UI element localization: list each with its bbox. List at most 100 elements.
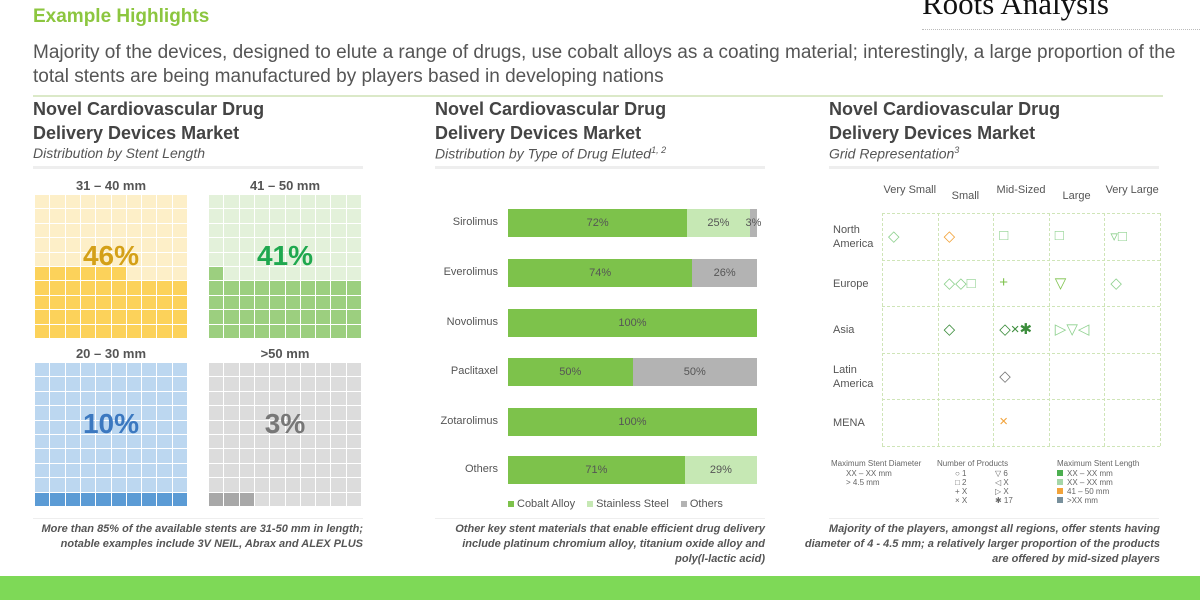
legend-title: Maximum Stent Length — [1057, 459, 1140, 468]
waffle-cell — [50, 295, 65, 310]
waffle-cell — [96, 238, 111, 252]
bar-segment: 3% — [746, 209, 761, 237]
waffle-cell — [111, 420, 126, 434]
waffle-cell — [96, 492, 111, 506]
bar-segment: 74% — [508, 259, 693, 287]
waffle-cell — [209, 420, 224, 434]
waffle-cell — [209, 295, 224, 310]
waffle-cell — [157, 281, 172, 295]
waffle-cell — [142, 295, 157, 310]
waffle-cell — [239, 478, 254, 492]
waffle-cell — [316, 406, 331, 420]
waffle-cell — [157, 252, 172, 266]
waffle-cell — [111, 324, 126, 338]
waffle-cell — [331, 324, 346, 338]
logo: Roots Analysis — [922, 0, 1109, 21]
grid-row-header: Asia — [833, 324, 855, 336]
waffle-cell — [331, 295, 346, 310]
waffle-cell — [111, 195, 126, 209]
waffle-cell — [80, 310, 96, 324]
waffle-cell — [96, 449, 111, 463]
waffle-cell — [270, 478, 285, 492]
waffle-cell — [239, 209, 254, 223]
waffle-cell — [80, 266, 96, 281]
waffle-cell — [331, 195, 346, 209]
waffle-cell — [35, 434, 50, 449]
waffle-cell — [65, 310, 80, 324]
chart-legend: Cobalt Alloy Stainless Steel Others — [508, 498, 735, 510]
waffle-cell — [346, 295, 361, 310]
waffle-cell — [126, 238, 142, 252]
waffle-cell — [300, 209, 316, 223]
waffle-cell — [254, 295, 270, 310]
waffle-cell — [285, 223, 300, 238]
waffle-cell — [142, 209, 157, 223]
waffle-cell — [316, 449, 331, 463]
waffle-cell — [209, 281, 224, 295]
waffle-cell — [80, 391, 96, 406]
waffle-cell — [35, 449, 50, 463]
grid-cell-symbol: ◇ — [888, 228, 900, 245]
waffle-cell — [224, 281, 239, 295]
grid-cell-symbol: ◇◇□ — [943, 274, 976, 292]
waffle-cell — [209, 492, 224, 506]
waffle-cell — [254, 310, 270, 324]
waffle-cell — [254, 449, 270, 463]
waffle-cell — [331, 310, 346, 324]
waffle-cell — [316, 478, 331, 492]
panel-title: Novel Cardiovascular Drug — [33, 99, 265, 119]
waffle-cell — [254, 281, 270, 295]
waffle-cell — [346, 310, 361, 324]
grid-cell-symbol: ▷▽◁ — [1054, 321, 1090, 338]
waffle-cell — [96, 310, 111, 324]
waffle-cell — [331, 463, 346, 478]
waffle-cell — [316, 377, 331, 391]
waffle-cell — [346, 363, 361, 377]
waffle-label: 31 – 40 mm — [75, 178, 147, 193]
waffle-cell — [270, 209, 285, 223]
bar-segment: 71% — [508, 456, 685, 484]
waffle-cell — [285, 434, 300, 449]
waffle-cell — [316, 434, 331, 449]
waffle-cell — [111, 463, 126, 478]
divider — [829, 166, 1159, 169]
waffle-cell — [35, 281, 50, 295]
waffle-cell — [239, 310, 254, 324]
legend-swatch — [1057, 488, 1063, 494]
waffle-cell — [50, 266, 65, 281]
waffle-cell — [111, 363, 126, 377]
waffle-cell — [157, 406, 172, 420]
waffle-cell — [65, 223, 80, 238]
waffle-cell — [65, 266, 80, 281]
panel-header-2: Novel Cardiovascular Drug Delivery Devic… — [435, 97, 666, 162]
waffle-cell — [50, 420, 65, 434]
grid-cell-symbol: □ — [999, 227, 1009, 244]
waffle-cell — [254, 252, 270, 266]
waffle-cell — [35, 238, 50, 252]
waffle-cell — [316, 223, 331, 238]
legend-swatch — [587, 501, 594, 507]
waffle-cell — [111, 377, 126, 391]
waffle-cell — [300, 434, 316, 449]
waffle-cell — [346, 434, 361, 449]
waffle-cell — [96, 195, 111, 209]
waffle-cell — [142, 463, 157, 478]
legend-item: XX – XX mm — [1057, 478, 1113, 487]
waffle-cell — [300, 492, 316, 506]
waffle-cell — [157, 324, 172, 338]
waffle-cell — [254, 492, 270, 506]
waffle-cell — [254, 223, 270, 238]
grid-cell-symbol: × — [999, 413, 1008, 430]
waffle-cell — [65, 449, 80, 463]
waffle-cell — [346, 478, 361, 492]
grid-line — [882, 445, 1160, 447]
grid-line — [882, 352, 1160, 354]
waffle-cell — [126, 363, 142, 377]
waffle-cell — [111, 406, 126, 420]
bar-category-label: Zotarolimus — [440, 415, 498, 427]
waffle-label: 41 – 50 mm — [249, 178, 321, 193]
waffle-cell — [96, 420, 111, 434]
waffle-cell — [80, 449, 96, 463]
waffle-cell — [300, 238, 316, 252]
waffle-cell — [50, 478, 65, 492]
